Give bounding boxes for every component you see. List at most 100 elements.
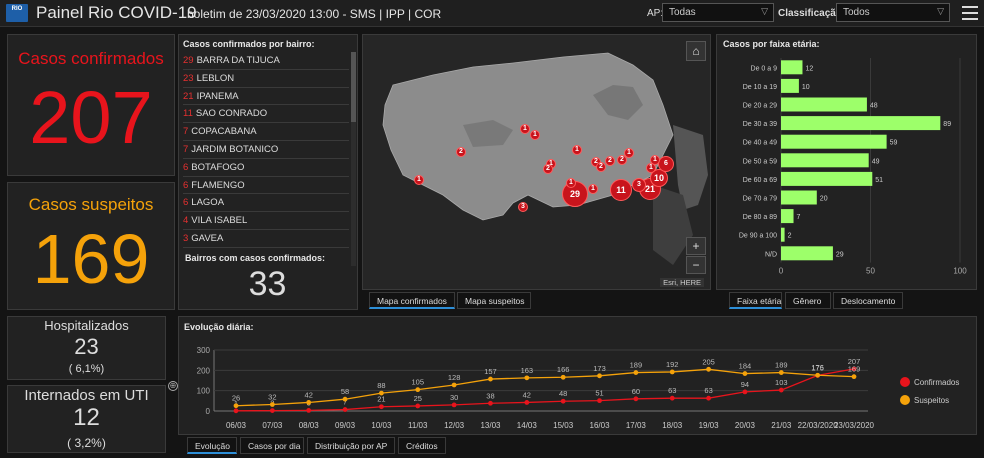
case-marker[interactable]: 1 (566, 178, 576, 188)
bar (781, 116, 941, 131)
y-tick-label: 300 (197, 346, 211, 355)
x-tick-label: 12/03 (444, 421, 465, 430)
data-label: 205 (702, 357, 715, 366)
neighborhood-count-label: Bairros com casos confirmados: (185, 253, 326, 263)
list-item[interactable]: 3 GAVEA (183, 230, 349, 248)
tab-distribuicao-por-ap[interactable]: Distribuição por AP (307, 437, 395, 454)
data-label: 189 (775, 361, 788, 370)
list-item[interactable]: 6 BOTAFOGO (183, 159, 349, 177)
list-item[interactable]: 7 COPACABANA (183, 123, 349, 141)
x-tick-label: 20/03 (735, 421, 756, 430)
data-label: 89 (943, 121, 951, 128)
tab-evolucao[interactable]: Evolução (187, 437, 237, 454)
tab-casos-por-dia[interactable]: Casos por dia (240, 437, 304, 454)
case-marker[interactable]: 2 (617, 155, 627, 165)
case-marker[interactable]: 2 (605, 156, 615, 166)
data-point (524, 400, 530, 405)
data-label: 1 (234, 399, 238, 408)
category-label: De 80 a 89 (743, 214, 777, 221)
data-point (379, 390, 384, 396)
data-label: 192 (666, 360, 679, 369)
data-label: 59 (890, 140, 898, 147)
case-marker[interactable]: 1 (530, 130, 540, 140)
data-point (597, 398, 602, 404)
list-item[interactable]: 23 LEBLON (183, 70, 349, 88)
list-item[interactable]: 4 VILA ISABEL (183, 212, 349, 230)
x-tick-label: 0 (779, 267, 784, 276)
case-marker[interactable]: 2 (456, 147, 466, 157)
case-marker[interactable]: 10 (650, 169, 668, 187)
ap-filter-select[interactable]: Todas ▽ (662, 3, 774, 22)
neighborhood-list-title: Casos confirmados por bairro: (183, 39, 315, 49)
x-tick-label: 09/03 (335, 421, 356, 430)
data-label: 176 (811, 363, 824, 372)
data-label: 10 (802, 84, 810, 91)
map-attribution: Esri, HERE (660, 278, 704, 287)
map-panel[interactable]: ⌂ + − Esri, HERE 29 11 21 10 3 6 1 1 2 2 1 1 2 2 1 2 1 1 1… (362, 34, 711, 290)
data-point (269, 402, 275, 407)
data-point (524, 375, 530, 381)
list-item[interactable]: 21 IPANEMA (183, 88, 349, 106)
case-marker[interactable]: 2 (596, 162, 606, 172)
data-label: 60 (632, 387, 640, 396)
data-point (669, 395, 675, 401)
case-marker[interactable]: 1 (624, 148, 634, 158)
home-icon[interactable]: ⌂ (686, 41, 706, 61)
zoom-out-button[interactable]: − (686, 256, 706, 274)
case-marker[interactable]: 3 (518, 202, 528, 212)
case-marker[interactable]: 1 (520, 124, 530, 134)
neighborhood-name: JARDIM BOTANICO (191, 144, 279, 155)
data-point (742, 389, 748, 395)
list-item[interactable]: 7 JARDIM BOTANICO (183, 141, 349, 159)
case-count: 23 (183, 72, 194, 84)
classification-filter-select[interactable]: Todos ▽ (836, 3, 950, 22)
y-tick-label: 100 (197, 387, 211, 396)
tab-genero[interactable]: Gênero (785, 292, 831, 309)
data-label: 30 (450, 393, 458, 402)
evolution-panel (178, 316, 977, 435)
tab-mapa-suspeitos[interactable]: Mapa suspeitos (457, 292, 531, 309)
case-marker[interactable]: 2 (543, 164, 553, 174)
data-point (851, 366, 857, 372)
data-label: 42 (305, 390, 313, 399)
tab-creditos[interactable]: Créditos (398, 437, 446, 454)
scrollbar-thumb[interactable] (351, 52, 356, 122)
case-count: 7 (183, 126, 189, 138)
x-tick-label: 18/03 (662, 421, 683, 430)
bar (781, 209, 794, 224)
case-marker[interactable]: 1 (414, 175, 424, 185)
city-map[interactable] (363, 35, 711, 290)
expand-icon[interactable]: ⊕ (168, 381, 178, 391)
case-marker[interactable]: 1 (572, 145, 582, 155)
data-point (451, 382, 457, 388)
tab-deslocamento[interactable]: Deslocamento (833, 292, 903, 309)
tab-mapa-confirmados[interactable]: Mapa confirmados (369, 292, 455, 309)
case-marker[interactable]: 3 (632, 178, 646, 192)
tab-faixa-etaria[interactable]: Faixa etária (729, 292, 782, 309)
confirmed-cases-value: 207 (29, 76, 153, 159)
classification-filter-label: Classificação: (778, 8, 846, 19)
x-tick-label: 16/03 (590, 421, 611, 430)
data-label: 12 (805, 65, 813, 72)
legend-label: Suspeitos (914, 396, 949, 405)
data-point (597, 373, 602, 379)
neighborhood-list-scrollbar[interactable] (351, 52, 356, 266)
case-marker[interactable]: 1 (646, 163, 656, 173)
data-label: 207 (848, 357, 861, 366)
neighborhood-name: COPACABANA (191, 126, 257, 138)
list-item[interactable]: 11 SAO CONRADO (183, 105, 349, 124)
list-item[interactable]: 29 BARRA DA TIJUCA (183, 52, 349, 70)
case-marker[interactable]: 1 (588, 184, 598, 194)
data-label: 163 (521, 366, 534, 375)
case-marker[interactable]: 11 (610, 179, 632, 201)
list-item[interactable]: 6 LAGOA (183, 194, 349, 213)
case-marker[interactable]: 6 (658, 156, 674, 172)
zoom-in-button[interactable]: + (686, 237, 706, 255)
neighborhood-name: LEBLON (196, 72, 235, 84)
case-count: 6 (183, 179, 189, 191)
data-label: 29 (836, 251, 844, 258)
hamburger-menu-icon[interactable] (962, 6, 978, 20)
x-tick-label: 22/03/2020 (798, 421, 839, 430)
list-item[interactable]: 6 FLAMENGO (183, 177, 349, 195)
neighborhood-name: IPANEMA (196, 90, 239, 102)
